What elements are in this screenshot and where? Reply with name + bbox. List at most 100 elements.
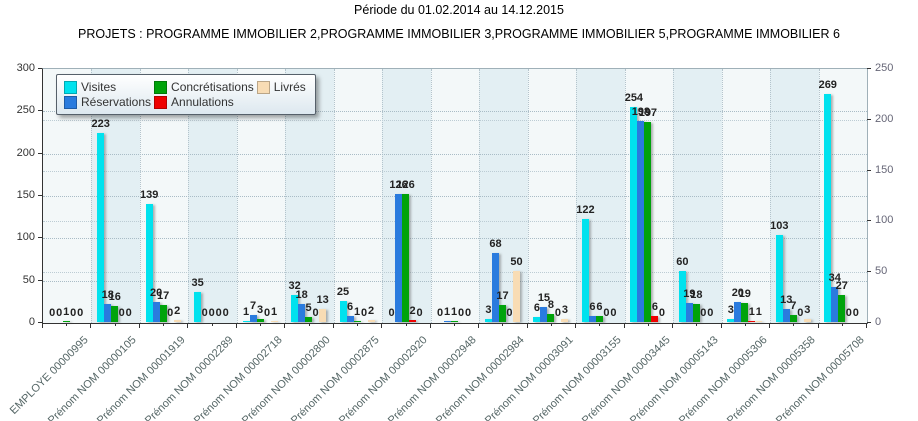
x-axis-label-text: Prénom NOM 00002718 [191, 334, 285, 421]
bar-value-label: 25 [336, 286, 350, 298]
annulations-color-swatch-icon [154, 95, 168, 109]
axis-minor-tick [502, 323, 504, 326]
bar-visites [678, 271, 686, 322]
bar-réservations [782, 309, 790, 322]
bar-value-label: 0 [215, 307, 222, 319]
bar-value-label: 27 [835, 280, 848, 292]
bar-livrés [173, 320, 181, 322]
bar-value-label: 2 [367, 305, 375, 317]
livrés-color-swatch-icon [256, 80, 270, 94]
legend-item-visites: Visites [64, 80, 151, 94]
bar-réservations [152, 302, 160, 322]
bar-value-label: 7 [250, 300, 257, 312]
bar-value-label: 0 [707, 307, 714, 319]
bar-value-label: 0 [208, 307, 215, 319]
bar-livrés [561, 319, 569, 322]
bar-value-label: 19 [738, 288, 751, 300]
right-axis-tick [867, 271, 871, 273]
bar-concrétisations [402, 194, 410, 322]
axis-tick [235, 323, 237, 328]
x-axis-label-text: Prénom NOM 00002875 [288, 334, 382, 421]
bar-réservations [540, 307, 548, 322]
bar-livrés [319, 309, 327, 322]
legend-item-réservations: Réservations [64, 95, 151, 109]
bar-réservations [831, 287, 839, 322]
bar-value-label: 0 [70, 307, 77, 319]
right-axis-tick [867, 68, 871, 69]
bar-value-label: 0 [118, 307, 125, 319]
axis-minor-tick [163, 323, 165, 326]
bar-annulations [651, 316, 659, 322]
right-axis-tick [867, 322, 871, 323]
axis-tick [187, 323, 189, 328]
bar-value-label: 0 [312, 307, 319, 319]
bar-réservations [395, 194, 403, 322]
axis-tick [672, 323, 674, 328]
bar-livrés [512, 271, 520, 322]
bar-value-label: 0 [388, 307, 395, 319]
left-axis-tick [38, 322, 42, 323]
bar-value-label: 0 [416, 307, 423, 319]
axis-tick [866, 323, 867, 328]
bar-value-label: 1 [63, 306, 70, 318]
right-axis-tick-label: 0 [875, 316, 882, 328]
axis-tick [478, 323, 480, 328]
axis-tick [332, 323, 334, 328]
axis-minor-tick [647, 323, 649, 326]
axis-tick [623, 323, 625, 328]
gridline-horizontal-right [43, 170, 867, 172]
bar-value-label: 3 [561, 304, 568, 316]
bar-réservations [346, 316, 354, 322]
bar-value-label: 0 [554, 307, 561, 319]
bar-value-label: 17 [157, 290, 170, 302]
bar-value-label: 13 [780, 294, 793, 306]
x-axis-label-text: Prénom NOM 00003091 [482, 334, 576, 421]
bar-value-label: 32 [288, 280, 301, 292]
bar-value-label: 1 [443, 306, 451, 318]
bar-value-label: 3 [727, 304, 734, 316]
x-axis-label-text: Prénom NOM 00002920 [337, 334, 431, 421]
bar-concrétisations [741, 303, 749, 322]
period-title: Période du 01.02.2014 au 14.12.2015 [354, 3, 564, 17]
bar-concrétisations [305, 317, 313, 322]
bar-réservations [298, 304, 306, 322]
bar-value-label: 8 [547, 299, 554, 311]
x-axis-label-text: Prénom NOM 00005708 [773, 334, 867, 421]
bar-concrétisations [256, 319, 264, 322]
axis-minor-tick [744, 323, 746, 326]
bar-value-label: 13 [316, 294, 329, 306]
bar-concrétisations [692, 304, 700, 322]
bar-visites [145, 204, 153, 322]
bar-value-label: 1 [353, 306, 361, 318]
left-axis-tick-label: 0 [28, 316, 35, 328]
bar-value-label: 0 [852, 307, 859, 319]
left-axis-tick [38, 279, 42, 281]
bar-value-label: 3 [485, 304, 492, 316]
gridline-horizontal-right [43, 119, 867, 121]
bar-réservations [588, 316, 596, 322]
bar-value-label: 0 [797, 307, 804, 319]
bar-value-label: 0 [610, 307, 617, 319]
concrétisations-color-swatch-icon [154, 80, 168, 94]
bar-value-label: 122 [576, 204, 595, 216]
right-axis-tick-label: 250 [875, 62, 894, 74]
bar-concrétisations [547, 314, 555, 322]
bar-value-label: 3 [257, 304, 264, 316]
bar-value-label: 18 [690, 289, 703, 301]
bar-visites [581, 219, 589, 322]
bar-réservations [491, 253, 499, 322]
bar-value-label: 2 [174, 305, 181, 317]
legend-label: Réservations [81, 95, 152, 109]
bar-value-label: 223 [91, 118, 110, 130]
bar-value-label: 126 [389, 179, 408, 191]
x-axis-label-text: Prénom NOM 00002948 [385, 334, 479, 421]
axis-minor-tick [260, 323, 262, 326]
x-axis-label-text: Prénom NOM 00005358 [724, 334, 818, 421]
left-axis-tick [38, 195, 42, 196]
axis-tick [526, 323, 528, 328]
axis-tick [138, 323, 140, 328]
bar-value-label: 0 [506, 307, 513, 319]
left-axis-tick-label: 50 [22, 273, 35, 286]
x-axis-label-text: Prénom NOM 00002800 [240, 334, 334, 421]
gridline-horizontal-right [43, 221, 867, 223]
